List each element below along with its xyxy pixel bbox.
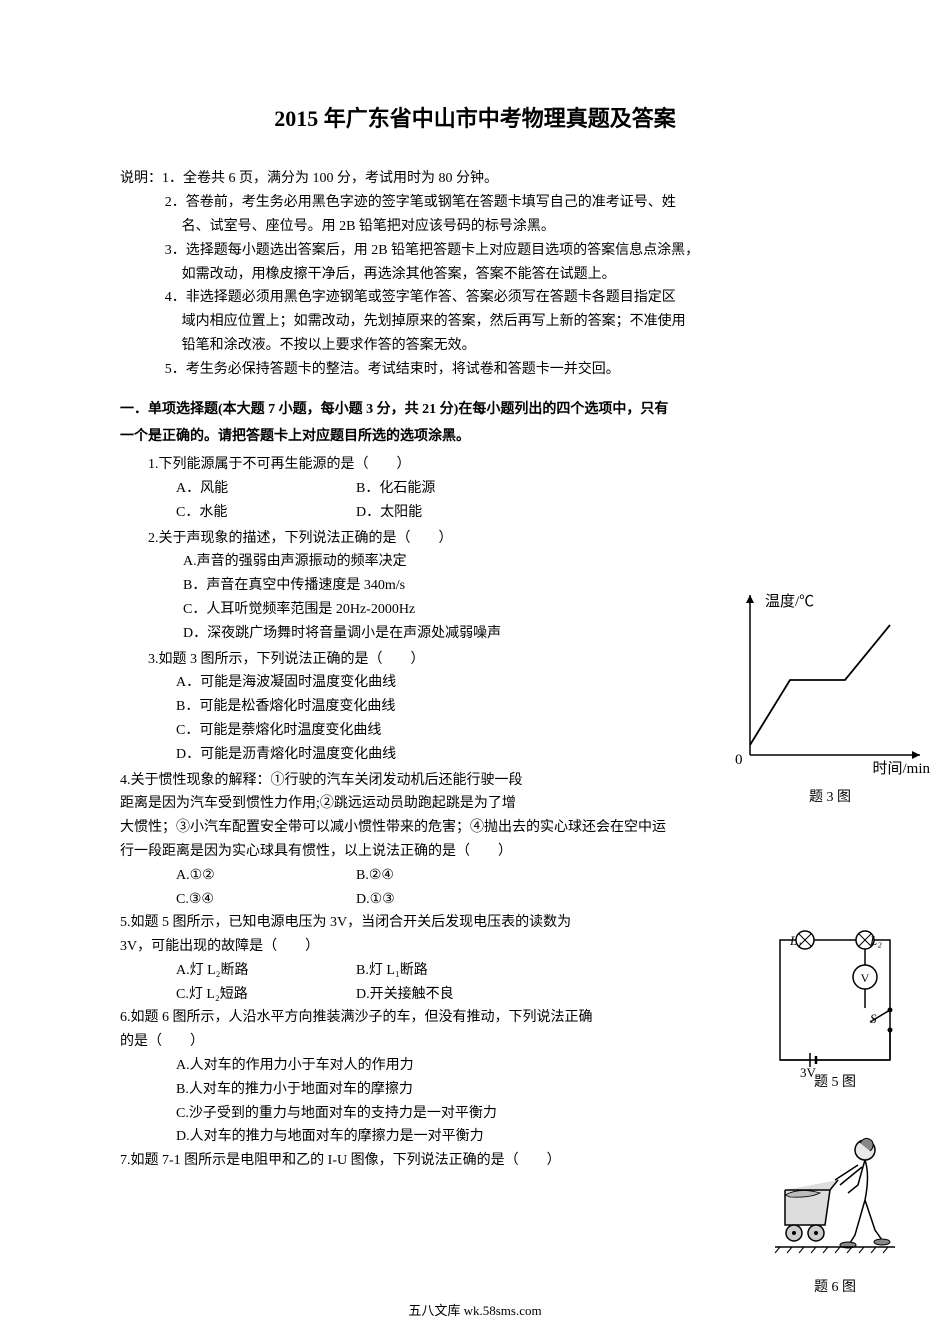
q5-opt-a: A.灯 L₂断路 <box>176 959 356 983</box>
q1-opt-c: C．水能 <box>176 501 356 525</box>
fig3-origin: 0 <box>735 748 743 774</box>
instruction-3a: 3．选择题每小题选出答案后，用 2B 铅笔把答题卡上对应题目选项的答案信息点涂黑… <box>120 239 830 263</box>
page-title: 2015 年广东省中山市中考物理真题及答案 <box>120 100 830 137</box>
instruction-5: 5．考生务必保持答题卡的整洁。考试结束时，将试卷和答题卡一并交回。 <box>120 358 830 382</box>
q2-text: 2.关于声现象的描述，下列说法正确的是（ ） <box>148 527 830 551</box>
q6-opt-a: A.人对车的作用力小于车对人的作用力 <box>120 1054 830 1078</box>
fig3-caption: 题 3 图 <box>730 786 930 810</box>
q5-opt-b: B.灯 L₁断路 <box>356 959 830 983</box>
question-5: 5.如题 5 图所示，已知电源电压为 3V，当闭合开关后发现电压表的读数为 3V… <box>120 911 830 1006</box>
q4-line1: 4.关于惯性现象的解释：①行驶的汽车关闭发动机后还能行驶一段 <box>120 769 830 793</box>
question-7: 7.如题 7-1 图所示是电阻甲和乙的 I-U 图像，下列说法正确的是（ ） <box>120 1149 830 1173</box>
q1-opt-b: B．化石能源 <box>356 477 830 501</box>
q4-opt-b: B.②④ <box>356 864 830 888</box>
instructions-block: 说明：1．全卷共 6 页，满分为 100 分，考试用时为 80 分钟。 2．答卷… <box>120 167 830 381</box>
q6-line1: 6.如题 6 图所示，人沿水平方向推装满沙子的车，但没有推动，下列说法正确 <box>120 1006 830 1030</box>
q1-text: 1.下列能源属于不可再生能源的是（ ） <box>148 453 830 477</box>
q3-opt-b: B．可能是松香熔化时温度变化曲线 <box>148 695 830 719</box>
figure-6-svg <box>770 1125 900 1275</box>
fig5-caption: 题 5 图 <box>770 1071 900 1095</box>
q5-line1: 5.如题 5 图所示，已知电源电压为 3V，当闭合开关后发现电压表的读数为 <box>120 911 830 935</box>
q3-opt-a: A．可能是海波凝固时温度变化曲线 <box>148 671 830 695</box>
question-4: 4.关于惯性现象的解释：①行驶的汽车关闭发动机后还能行驶一段 距离是因为汽车受到… <box>120 769 830 912</box>
instruction-4b: 域内相应位置上；如需改动，先划掉原来的答案，然后再写上新的答案；不准使用 <box>120 310 830 334</box>
q4-line4: 行一段距离是因为实心球具有惯性，以上说法正确的是（ ） <box>120 840 830 864</box>
figure-6: 题 6 图 <box>770 1125 900 1300</box>
q4-line2: 距离是因为汽车受到惯性力作用;②跳远运动员助跑起跳是为了增 <box>120 792 830 816</box>
question-6: 6.如题 6 图所示，人沿水平方向推装满沙子的车，但没有推动，下列说法正确 的是… <box>120 1006 830 1149</box>
instruction-1: 说明：1．全卷共 6 页，满分为 100 分，考试用时为 80 分钟。 <box>120 167 830 191</box>
instruction-3b: 如需改动，用橡皮擦干净后，再选涂其他答案，答案不能答在试题上。 <box>120 263 830 287</box>
instruction-2b: 名、试室号、座位号。用 2B 铅笔把对应该号码的标号涂黑。 <box>120 215 830 239</box>
q4-opt-c: C.③④ <box>176 888 356 912</box>
figure-5: V L₁ L₂ S 3V 题 5 图 <box>770 930 900 1095</box>
q3-opt-c: C．可能是萘熔化时温度变化曲线 <box>148 719 830 743</box>
fig5-s: S <box>870 1008 877 1030</box>
q2-opt-c: C．人耳听觉频率范围是 20Hz-2000Hz <box>148 598 830 622</box>
question-1: 1.下列能源属于不可再生能源的是（ ） A．风能 B．化石能源 C．水能 D．太… <box>120 453 830 524</box>
q6-opt-b: B.人对车的推力小于地面对车的摩擦力 <box>120 1078 830 1102</box>
question-2: 2.关于声现象的描述，下列说法正确的是（ ） A.声音的强弱由声源振动的频率决定… <box>120 527 830 646</box>
page-footer: 五八文库 wk.58sms.com <box>0 1300 950 1322</box>
q5-opt-d: D.开关接触不良 <box>356 983 830 1007</box>
fig6-caption: 题 6 图 <box>770 1276 900 1300</box>
section-1-header-2: 一个是正确的。请把答题卡上对应题目所选的选项涂黑。 <box>120 425 830 449</box>
q5-opt-c: C.灯 L₂短路 <box>176 983 356 1007</box>
q4-opt-a: A.①② <box>176 864 356 888</box>
q2-opt-a: A.声音的强弱由声源振动的频率决定 <box>148 550 830 574</box>
instruction-4c: 铅笔和涂改液。不按以上要求作答的答案无效。 <box>120 334 830 358</box>
q4-line3: 大惯性；③小汽车配置安全带可以减小惯性带来的危害；④抛出去的实心球还会在空中运 <box>120 816 830 840</box>
section-1-header-1: 一．单项选择题(本大题 7 小题，每小题 3 分，共 21 分)在每小题列出的四… <box>120 398 830 422</box>
question-3: 3.如题 3 图所示，下列说法正确的是（ ） A．可能是海波凝固时温度变化曲线 … <box>120 648 830 767</box>
q6-line2: 的是（ ） <box>120 1030 830 1054</box>
q7-text: 7.如题 7-1 图所示是电阻甲和乙的 I-U 图像，下列说法正确的是（ ） <box>120 1149 830 1173</box>
q5-line2: 3V，可能出现的故障是（ ） <box>120 935 830 959</box>
q6-opt-d: D.人对车的推力与地面对车的摩擦力是一对平衡力 <box>120 1125 830 1149</box>
instruction-2a: 2．答卷前，考生务必用黑色字迹的签字笔或钢笔在答题卡填写自己的准考证号、姓 <box>120 191 830 215</box>
q2-opt-d: D．深夜跳广场舞时将音量调小是在声源处减弱噪声 <box>148 622 830 646</box>
q2-opt-b: B．声音在真空中传播速度是 340m/s <box>148 574 830 598</box>
fig3-xlabel: 时间/min <box>872 757 930 783</box>
instruction-4a: 4．非选择题必须用黑色字迹钢笔或签字笔作答、答案必须写在答题卡各题目指定区 <box>120 286 830 310</box>
fig5-l1: L₁ <box>790 930 802 952</box>
svg-text:V: V <box>861 971 870 985</box>
q1-opt-d: D．太阳能 <box>356 501 830 525</box>
q1-opt-a: A．风能 <box>176 477 356 501</box>
q3-opt-d: D．可能是沥青熔化时温度变化曲线 <box>148 743 830 767</box>
q3-text: 3.如题 3 图所示，下列说法正确的是（ ） <box>148 648 830 672</box>
fig3-ylabel: 温度/℃ <box>765 590 814 616</box>
q4-opt-d: D.①③ <box>356 888 830 912</box>
fig5-l2: L₂ <box>870 930 882 952</box>
figure-3-svg <box>730 585 930 785</box>
figure-3: 温度/℃ 0 时间/min 题 3 图 <box>730 585 930 810</box>
q6-opt-c: C.沙子受到的重力与地面对车的支持力是一对平衡力 <box>120 1102 830 1126</box>
